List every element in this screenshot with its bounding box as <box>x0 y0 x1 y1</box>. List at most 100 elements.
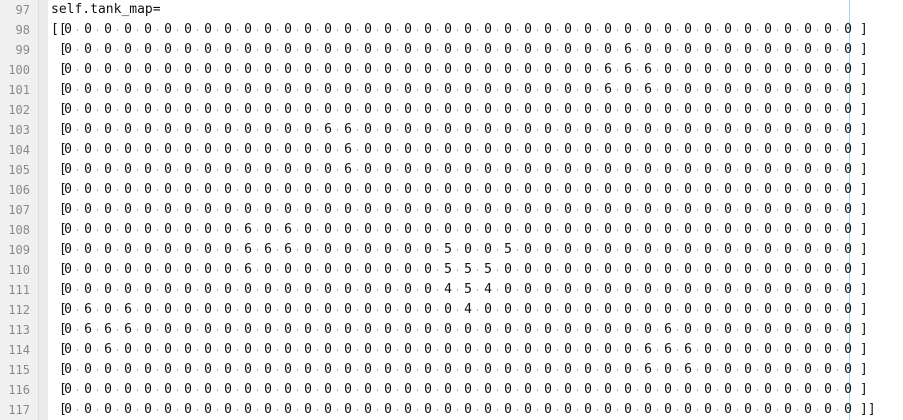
map-cell: 0 <box>138 160 158 180</box>
map-cell: 0 <box>758 340 778 360</box>
map-cell: 0 <box>698 300 718 320</box>
map-cell: 0 <box>318 320 338 340</box>
map-cell: 0 <box>98 240 118 260</box>
code-line[interactable]: 113 [066600000000000000000000000000600000… <box>0 320 903 340</box>
line-number: 103 <box>8 123 30 137</box>
map-row-values[interactable]: [000000000666000000050050000000000000000… <box>51 240 891 260</box>
code-line[interactable]: 114 [006000000000000000000000000006660000… <box>0 340 903 360</box>
map-row-values[interactable]: [000000000000000000000000000606000000000… <box>51 80 891 100</box>
map-cell: 0 <box>198 320 218 340</box>
map-cell: 6 <box>618 40 638 60</box>
map-row-values[interactable]: [000000000000006000000000000000000000000… <box>51 140 891 160</box>
map-row-values[interactable]: [066600000000000000000000000000600000000… <box>51 320 891 340</box>
map-cell: 0 <box>758 380 778 400</box>
code-line[interactable]: 105 [000000000000006000000000000000000000… <box>0 160 903 180</box>
map-cell: 0 <box>258 100 278 120</box>
map-cell: 0 <box>118 140 138 160</box>
map-row-values[interactable]: [000000000000000000000000000666000000000… <box>51 60 891 80</box>
map-cell: 0 <box>398 260 418 280</box>
code-line-header[interactable]: 97 self.tank_map= <box>0 0 903 20</box>
code-line[interactable]: 107 [000000000000000000000000000000000000… <box>0 200 903 220</box>
map-cell: 0 <box>178 200 198 220</box>
map-cell: 0 <box>438 100 458 120</box>
map-row-values[interactable]: [000000000000000000000000000060000000000… <box>51 40 891 60</box>
map-row-values[interactable]: [[00000000000000000000000000000000000000… <box>51 20 891 40</box>
code-line[interactable]: 109[000000000666000000050050000000000000… <box>0 240 903 260</box>
map-cell: 0 <box>558 240 578 260</box>
map-cell: 0 <box>398 360 418 380</box>
code-text[interactable]: self.tank_map= <box>51 2 161 17</box>
code-line[interactable]: 104 [000000000000006000000000000000000000… <box>0 140 903 160</box>
map-cell: 0 <box>178 160 198 180</box>
map-cell: 0 <box>518 120 538 140</box>
map-row-values[interactable]: [000000000000000000045400000000000000000… <box>51 280 891 300</box>
map-row-values[interactable]: [000000000000066000000000000000000000000… <box>51 120 891 140</box>
map-cell: 0 <box>538 120 558 140</box>
map-cell: 0 <box>258 20 278 40</box>
map-cell: 0 <box>118 40 138 60</box>
map-cell: 0 <box>738 320 758 340</box>
code-line[interactable]: 112 [060600000000000000004000000000000000… <box>0 300 903 320</box>
map-cell: 0 <box>138 120 158 140</box>
close-bracket: ] <box>860 262 868 277</box>
map-cell: 0 <box>438 360 458 380</box>
code-line[interactable]: 101 [000000000000000000000000000606000000… <box>0 80 903 100</box>
map-row-values[interactable]: [000000000000000000000000000000000000000… <box>51 200 891 220</box>
map-cell: 0 <box>138 360 158 380</box>
map-cell: 0 <box>618 400 638 420</box>
code-line[interactable]: 106 [000000000000000000000000000000000000… <box>0 180 903 200</box>
map-row-values[interactable]: [000000000606000000000000000000000000000… <box>51 220 891 240</box>
code-line[interactable]: 108 [000000000606000000000000000000000000… <box>0 220 903 240</box>
map-cell: 0 <box>338 100 358 120</box>
code-line[interactable]: 102 [000000000000000000000000000000000000… <box>0 100 903 120</box>
code-line[interactable]: 111[000000000000000000045400000000000000… <box>0 280 903 300</box>
map-cell: 0 <box>518 300 538 320</box>
map-cell: 6 <box>638 360 658 380</box>
map-cell: 0 <box>518 260 538 280</box>
map-cell: 0 <box>558 20 578 40</box>
map-cell: 0 <box>278 200 298 220</box>
map-cell: 0 <box>844 42 852 57</box>
map-cell: 0 <box>98 60 118 80</box>
map-cell: 0 <box>538 260 558 280</box>
map-cell: 0 <box>338 320 358 340</box>
map-row-values[interactable]: [000000000000000000000000000000000000000… <box>51 100 891 120</box>
map-cell: 0 <box>578 360 598 380</box>
map-cell: 0 <box>658 400 678 420</box>
code-line[interactable]: 115 [000000000000000000000000000006060000… <box>0 360 903 380</box>
map-row-values[interactable]: [000000000000000000000000000000000000000… <box>51 380 891 400</box>
code-line[interactable]: 103 [000000000000066000000000000000000000… <box>0 120 903 140</box>
map-cell: 0 <box>738 60 758 80</box>
code-line[interactable]: 99 [0000000000000000000000000000600000000… <box>0 40 903 60</box>
map-cell: 0 <box>638 140 658 160</box>
map-cell: 0 <box>318 60 338 80</box>
map-cell: 0 <box>138 340 158 360</box>
map-cell: 0 <box>78 200 98 220</box>
code-line[interactable]: 100 [000000000000000000000000000666000000… <box>0 60 903 80</box>
map-cell: 0 <box>278 80 298 100</box>
map-row-values[interactable]: [006000000000000000000000000006660000000… <box>51 340 891 360</box>
map-row-values[interactable]: [000000000000000000000000000006060000000… <box>51 360 891 380</box>
code-line[interactable]: 98 [[000000000000000000000000000000000000… <box>0 20 903 40</box>
map-cell: 0 <box>558 400 578 420</box>
map-row-values[interactable]: [000000000000000000000000000000000000000… <box>51 400 891 420</box>
map-row-values[interactable]: [000000000000000000000000000000000000000… <box>51 180 891 200</box>
map-row-values[interactable]: [000000000600000000055500000000000000000… <box>51 260 891 280</box>
map-row-values[interactable]: [060600000000000000004000000000000000000… <box>51 300 891 320</box>
map-cell: 0 <box>518 200 538 220</box>
map-row-values[interactable]: [000000000000006000000000000000000000000… <box>51 160 891 180</box>
map-cell: 0 <box>598 380 618 400</box>
map-cell: 0 <box>478 120 498 140</box>
map-cell: 0 <box>598 100 618 120</box>
map-cell: 0 <box>638 20 658 40</box>
map-cell: 0 <box>758 240 778 260</box>
code-line[interactable]: 116 [000000000000000000000000000000000000… <box>0 380 903 400</box>
map-cell: 0 <box>338 20 358 40</box>
code-line[interactable]: 117 [000000000000000000000000000000000000… <box>0 400 903 420</box>
map-cell: 0 <box>258 400 278 420</box>
map-cell: 0 <box>338 60 358 80</box>
map-cell: 0 <box>98 200 118 220</box>
code-line[interactable]: 110 [000000000600000000055500000000000000… <box>0 260 903 280</box>
map-cell: 5 <box>498 240 518 260</box>
